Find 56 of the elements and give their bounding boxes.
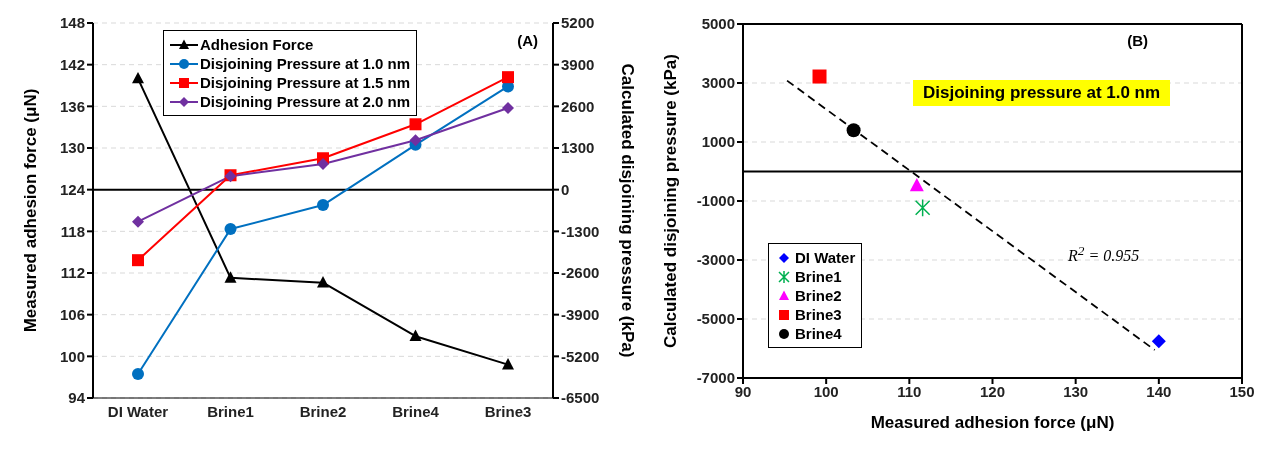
annotation: (B) <box>1127 32 1148 49</box>
y2-tick-label: 1300 <box>561 139 595 157</box>
x-tick-label: 90 <box>734 382 752 400</box>
annotation: R$^{2}$ = 0.955 <box>1068 243 1140 266</box>
y-tick-label: 1000 <box>701 133 735 151</box>
legend-label: Disjoining Pressure at 1.0 nm <box>200 54 411 73</box>
legend-label: Brine1 <box>795 267 842 286</box>
y-tick-label: 106 <box>59 305 85 323</box>
y-axis-title: Measured adhesion force (μN) <box>21 88 41 333</box>
y2-axis-title: Calculated disjoining pressure (kPa) <box>617 63 637 358</box>
y-tick-label: 136 <box>59 97 85 115</box>
y-tick-label: 94 <box>68 389 86 407</box>
y-tick-label: -1000 <box>696 192 735 210</box>
y-tick-label: -3000 <box>696 251 735 269</box>
y2-tick-label: -1300 <box>561 222 600 240</box>
legend-label: Adhesion Force <box>200 35 314 54</box>
x-tick-label: 100 <box>813 382 839 400</box>
y2-tick-label: -3900 <box>561 305 600 323</box>
y-tick-label: 112 <box>60 264 85 282</box>
y2-tick-label: -5200 <box>561 347 600 365</box>
x-tick-label: 120 <box>979 382 1006 400</box>
y2-tick-label: -6500 <box>561 389 600 407</box>
x-axis-title: Measured adhesion force (μN) <box>870 413 1115 432</box>
y-tick-label: -5000 <box>696 310 735 328</box>
x-tick-label: DI Water <box>107 402 169 420</box>
x-tick-label: 110 <box>897 382 922 400</box>
x-tick-label: Brine3 <box>484 402 532 420</box>
y-tick-label: 5000 <box>701 15 735 33</box>
y-tick-label: 100 <box>59 347 85 365</box>
y2-tick-label: 0 <box>561 180 570 198</box>
x-tick-label: Brine1 <box>207 402 254 420</box>
annotation: (A) <box>517 32 538 49</box>
y2-tick-label: 5200 <box>561 14 595 32</box>
legend-label: Brine3 <box>795 305 842 324</box>
y-axis-title: Calculated disjoining pressure (kPa) <box>661 54 681 348</box>
legend-label: Disjoining Pressure at 1.5 nm <box>200 73 411 92</box>
legend-label: Brine4 <box>795 324 842 343</box>
annotation: Disjoining pressure at 1.0 nm <box>913 80 1171 106</box>
x-tick-label: 130 <box>1063 382 1089 400</box>
legend-label: Disjoining Pressure at 2.0 nm <box>200 92 411 111</box>
y-tick-label: 3000 <box>701 74 735 92</box>
y2-tick-label: 2600 <box>561 97 595 115</box>
y-tick-label: 148 <box>59 14 85 32</box>
y2-tick-label: -2600 <box>561 264 600 282</box>
x-tick-label: Brine4 <box>392 402 440 420</box>
x-tick-label: 150 <box>1229 382 1255 400</box>
x-tick-label: Brine2 <box>299 402 347 420</box>
y-tick-label: 142 <box>59 55 85 73</box>
x-tick-label: 140 <box>1146 382 1172 400</box>
y-tick-label: -7000 <box>696 369 735 387</box>
legend-label: DI Water <box>795 248 856 267</box>
y-tick-label: 118 <box>60 222 85 240</box>
y-tick-label: 130 <box>59 139 85 157</box>
legend-label: Brine2 <box>795 286 842 305</box>
y-tick-label: 124 <box>59 180 86 198</box>
y2-tick-label: 3900 <box>561 55 595 73</box>
